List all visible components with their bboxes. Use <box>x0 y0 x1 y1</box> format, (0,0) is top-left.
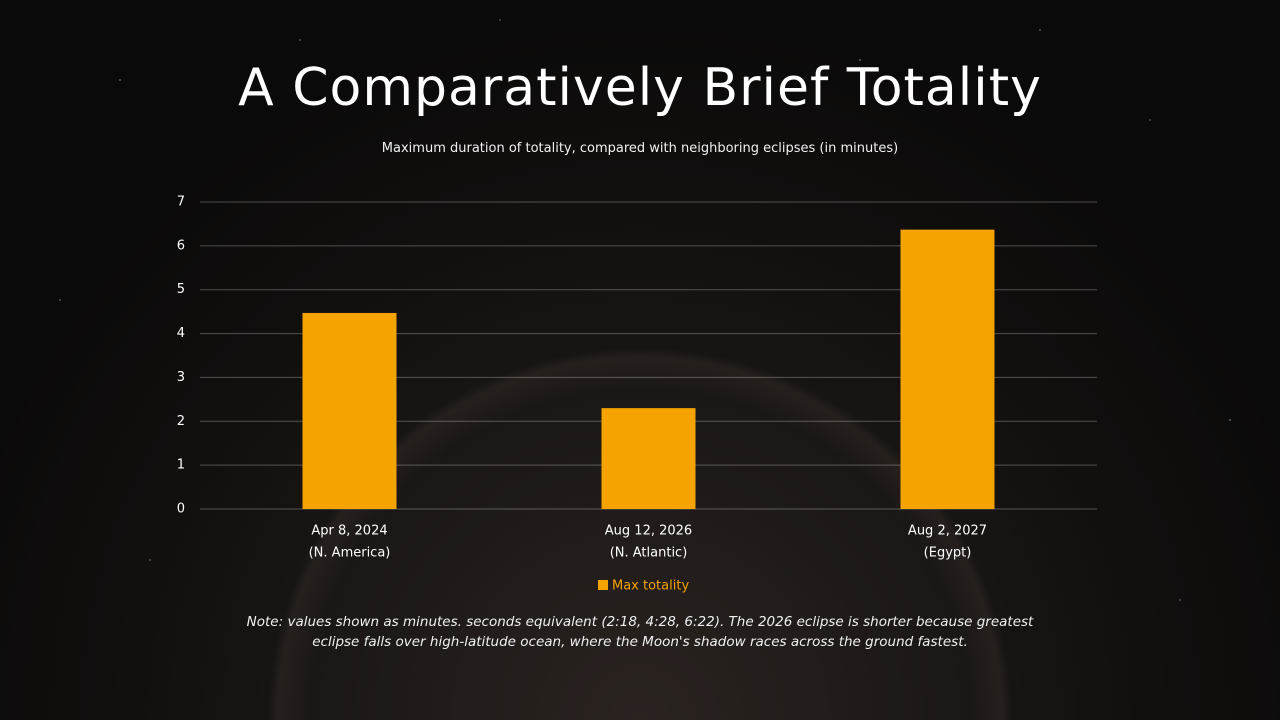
legend-swatch <box>598 580 608 590</box>
y-tick-label: 1 <box>177 458 185 473</box>
legend-label: Max totality <box>612 579 689 594</box>
y-tick-label: 5 <box>177 282 185 297</box>
y-tick-label: 2 <box>177 414 185 429</box>
bar <box>302 312 397 509</box>
bar <box>601 408 696 509</box>
note: Note: values shown as minutes. seconds e… <box>246 614 1034 650</box>
y-tick-label: 6 <box>177 238 185 253</box>
x-tick-label: (N. America) <box>309 546 391 561</box>
x-tick-label: Aug 12, 2026 <box>605 524 692 539</box>
y-tick-label: 4 <box>177 326 185 341</box>
x-tick-label: (N. Atlantic) <box>610 546 688 561</box>
chart-title: A Comparatively Brief Totality <box>238 58 1042 118</box>
chart-subtitle: Maximum duration of totality, compared w… <box>381 141 899 156</box>
bar <box>900 229 995 509</box>
y-tick-label: 7 <box>177 195 185 210</box>
x-tick-label: (Egypt) <box>924 546 972 561</box>
y-tick-label: 0 <box>177 502 185 517</box>
x-tick-label: Apr 8, 2024 <box>311 524 387 539</box>
x-tick-label: Aug 2, 2027 <box>908 524 987 539</box>
y-tick-label: 3 <box>177 370 185 385</box>
